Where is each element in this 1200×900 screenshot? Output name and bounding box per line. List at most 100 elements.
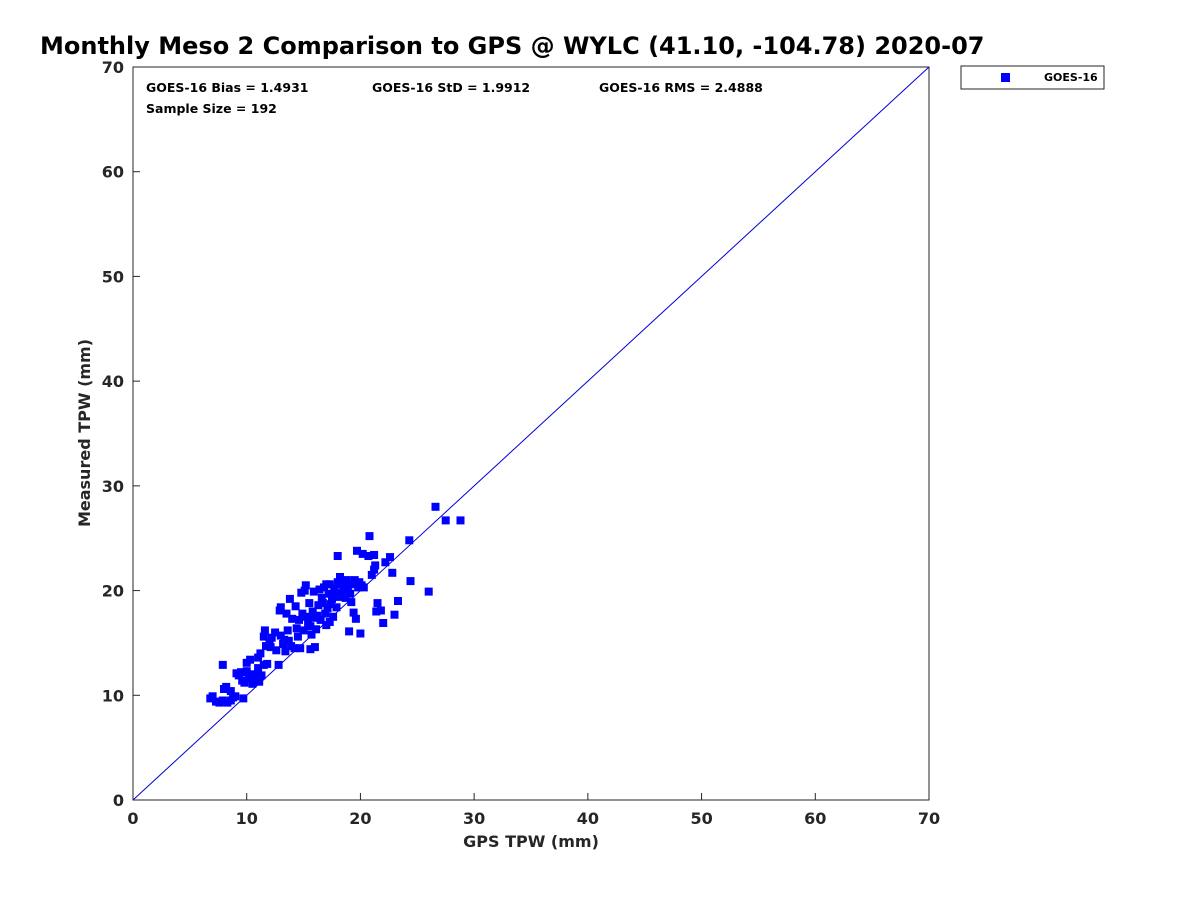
data-point [353,546,361,555]
x-tick-label: 40 [577,809,599,828]
data-point [239,694,248,703]
data-point [226,687,235,696]
data-point [330,584,339,593]
data-point [251,672,260,681]
data-point [245,674,253,683]
data-point [313,611,322,620]
y-tick-label: 20 [102,582,124,601]
data-point [315,585,324,594]
plot-area: 0 10 20 30 40 50 60 70 0 10 20 30 40 50 60 70 [102,58,940,828]
data-point [318,599,327,608]
data-point [292,624,301,633]
data-point [323,604,332,613]
legend-marker [1001,73,1010,82]
data-point [257,671,266,680]
data-point [359,583,368,592]
data-point [248,679,257,688]
data-point [317,593,326,602]
data-point [301,581,310,590]
y-tick-label: 30 [102,477,124,496]
data-point [350,576,359,585]
data-point [336,573,344,581]
data-point [208,692,217,701]
x-tick-label: 20 [349,809,371,828]
data-point [266,643,275,652]
x-tick-label: 30 [463,809,485,828]
data-point [288,614,297,623]
data-point [255,677,264,686]
x-tick-label: 60 [804,809,826,828]
data-point [372,607,381,616]
data-point [358,549,367,558]
legend-entry-goes-16: GOES-16 [1044,71,1098,84]
x-axis-label: GPS TPW (mm) [463,832,599,851]
data-point [285,594,294,603]
y-tick-label: 40 [102,372,124,391]
data-point [376,606,385,615]
x-tick-label: 70 [918,809,940,828]
data-point [303,612,311,621]
data-point [328,594,336,603]
data-point [280,635,289,644]
data-point [346,589,355,598]
data-point [272,646,281,655]
data-point [370,551,379,559]
chart-title: Monthly Meso 2 Comparison to GPS @ WYLC … [40,32,984,60]
y-tick-label: 60 [102,163,124,182]
x-tick-label: 0 [127,809,138,828]
data-point [329,612,338,621]
data-point [347,598,356,607]
data-point [290,644,299,653]
y-tick-label: 10 [102,686,124,705]
data-point [295,615,303,624]
y-axis-ticks: 0 10 20 30 40 50 60 70 [102,58,140,810]
data-point [365,532,374,541]
y-tick-label: 70 [102,58,124,77]
data-point [309,587,318,596]
x-tick-label: 50 [690,809,712,828]
data-point [296,644,305,653]
data-point [254,664,263,673]
data-point [276,631,285,640]
data-point [381,558,390,567]
data-point [405,536,414,545]
data-point [271,628,280,637]
data-point [431,502,440,511]
data-point [256,649,265,658]
data-point [281,647,290,656]
plot-frame [132,66,930,801]
data-point [282,609,291,618]
data-point [259,632,268,641]
y-tick-label: 50 [102,267,124,286]
data-point [349,608,358,617]
data-point [371,561,380,570]
data-point [394,597,402,605]
data-point [306,645,315,654]
data-point [265,638,274,647]
data-point [390,610,399,619]
data-point [456,516,465,525]
y-tick-label: 0 [113,791,124,810]
data-point [321,609,330,618]
data-point [305,599,314,608]
data-point [333,552,342,560]
rms-stat: GOES-16 RMS = 2.4888 [599,80,763,95]
data-point [310,643,319,652]
bias-stat: GOES-16 Bias = 1.4931 [146,80,308,95]
data-point [283,626,292,635]
data-points [206,502,465,707]
data-point [237,668,245,677]
std-stat: GOES-16 StD = 1.9912 [372,80,530,95]
legend-box [960,65,1105,90]
data-point [388,568,397,577]
data-point [325,580,334,589]
y-axis-label: Measured TPW (mm) [75,339,94,527]
data-point [263,659,272,668]
data-point [370,565,379,574]
data-point [386,553,394,562]
sample-size-stat: Sample Size = 192 [146,101,277,116]
data-point [218,660,227,669]
data-point [246,655,255,664]
data-point [341,593,350,602]
data-point [367,570,376,579]
